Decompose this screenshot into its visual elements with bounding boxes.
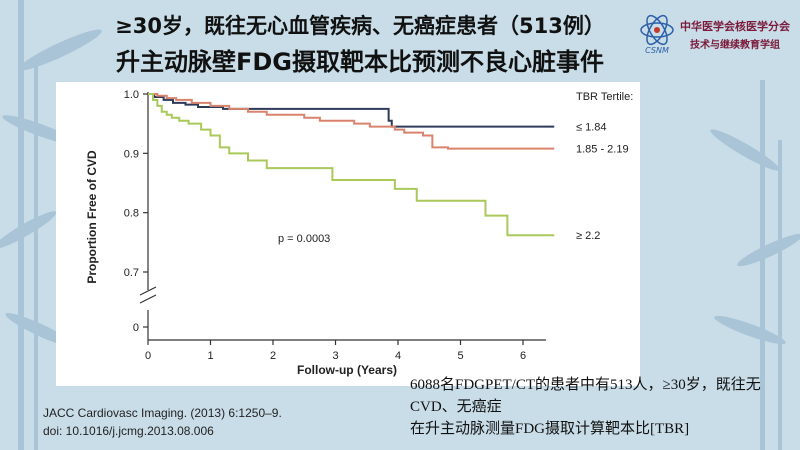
x-tick-label: 0: [145, 350, 151, 362]
series-line-3: [148, 93, 555, 237]
x-ticks: 0 1 2 3 4 5 6: [145, 340, 526, 362]
series-line-2: [148, 93, 555, 150]
logo-text: CSNM: [645, 46, 669, 55]
chart-axes: [139, 92, 546, 341]
citation-journal: JACC Cardiovasc Imaging. (2013) 6:1250–9…: [43, 406, 282, 420]
axis-break-mark: [139, 286, 157, 296]
legend-label-3: ≥ 2.2: [576, 230, 600, 242]
series-line-1: [148, 93, 555, 128]
x-tick-label: 3: [332, 350, 338, 362]
organization-name: 中华医学会核医学分会: [680, 20, 790, 33]
x-tick-label: 1: [207, 350, 213, 362]
y-tick-label: 0.8: [124, 208, 139, 220]
x-tick-label: 2: [270, 350, 276, 362]
y-tick-label: 0: [133, 322, 139, 334]
legend-label-1: ≤ 1.84: [576, 122, 607, 134]
y-ticks: 1.0 0.9 0.8 0.7 0: [124, 89, 148, 334]
y-axis-label: Proportion Free of CVD: [85, 150, 99, 284]
citation-doi: doi: 10.1016/j.jcmg.2013.08.006: [43, 424, 214, 438]
y-tick-label: 0.7: [124, 267, 139, 279]
legend: ≤ 1.84 1.85 - 2.19 ≥ 2.2: [576, 122, 629, 243]
x-axis-label: Follow-up (Years): [297, 363, 397, 377]
slide-title-line1: ≥30岁，既往无心血管疾病、无癌症患者（513例）: [115, 14, 605, 38]
km-chart-panel: 1.0 0.9 0.8 0.7 0 0 1 2 3 4 5 6 ≤ 1.84 1.85 - 2.19 ≥…: [56, 82, 640, 386]
x-tick-label: 4: [395, 350, 401, 362]
citation: JACC Cardiovasc Imaging. (2013) 6:1250–9…: [43, 404, 282, 440]
slide-title-line2: 升主动脉壁FDG摄取靶本比预测不良心脏事件: [115, 48, 604, 76]
study-note-line2: 在升主动脉测量FDG摄取计算靶本比[TBR]: [410, 421, 690, 437]
csnm-logo: CSNM: [640, 14, 674, 55]
km-chart: 1.0 0.9 0.8 0.7 0 0 1 2 3 4 5 6 ≤ 1.84 1.85 - 2.19 ≥…: [85, 89, 633, 377]
organization-subgroup: 技术与继续教育学组: [690, 40, 780, 51]
survival-curves: [148, 93, 555, 237]
axis-break-mark: [139, 294, 157, 304]
y-tick-label: 1.0: [124, 89, 139, 101]
study-note-line1: 6088名FDGPET/CT的患者中有513人，≥30岁，既往无CVD、无癌症: [410, 377, 761, 415]
legend-label-2: 1.85 - 2.19: [576, 144, 629, 156]
p-value-annotation: p = 0.0003: [278, 233, 330, 245]
study-note: 6088名FDGPET/CT的患者中有513人，≥30岁，既往无CVD、无癌症 …: [410, 374, 795, 440]
x-tick-label: 5: [457, 350, 463, 362]
x-tick-label: 6: [520, 350, 526, 362]
y-tick-label: 0.9: [124, 148, 139, 160]
legend-title: TBR Tertile:: [576, 91, 633, 103]
